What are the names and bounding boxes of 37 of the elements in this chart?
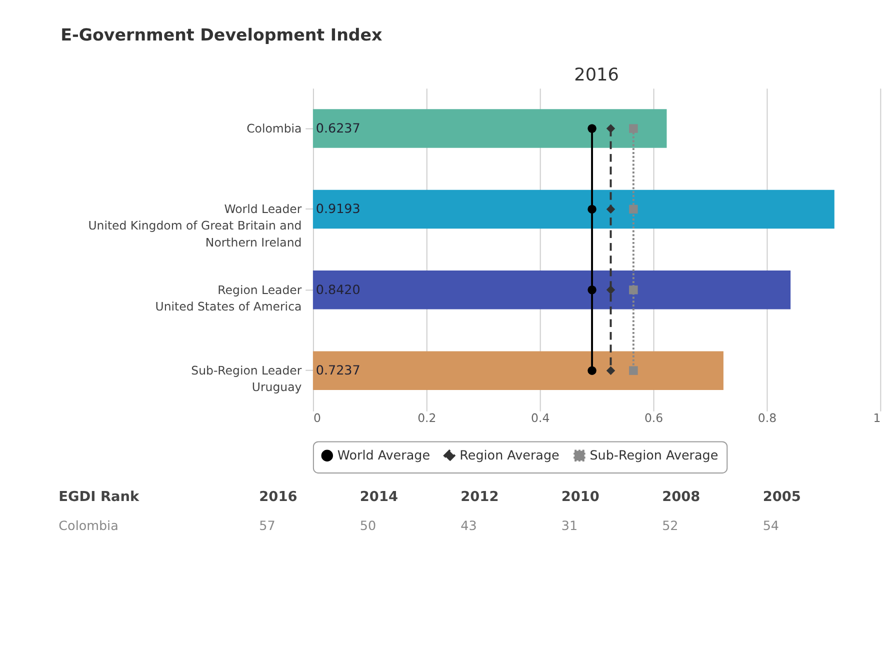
x-tick-label: 0.6 xyxy=(644,411,664,426)
x-tick-label: 0 xyxy=(313,411,321,426)
text: EGDI Rank xyxy=(58,488,140,505)
chart-subtitle: 2016 xyxy=(574,65,619,86)
bar xyxy=(312,109,667,148)
y-tick-label: Region Leader United States of America xyxy=(155,282,302,314)
text: 43 xyxy=(460,518,477,534)
bar xyxy=(312,190,834,229)
x-tick-label: 0.2 xyxy=(418,411,436,426)
y-tick-label: World Leader United Kingdom of Great Britain and Northern Ireland xyxy=(88,202,302,250)
text: 2014 xyxy=(360,488,398,505)
text: 57 xyxy=(259,518,276,534)
text: 2012 xyxy=(460,488,499,505)
text: Colombia xyxy=(58,518,118,534)
data-label: 0.9193 xyxy=(316,201,360,216)
bar xyxy=(312,270,791,310)
text: 54 xyxy=(762,518,779,534)
legend-label: Region Average xyxy=(460,448,560,463)
data-label: 0.7237 xyxy=(316,362,360,378)
data-label: 0.8420 xyxy=(316,282,360,297)
text: 50 xyxy=(360,518,376,534)
chart-title: E-Government Development Index xyxy=(60,25,383,44)
y-tick-label: Colombia xyxy=(246,121,302,136)
bar xyxy=(312,351,724,390)
y-tick-label: Sub-Region Leader Uruguay xyxy=(191,363,302,394)
x-tick-label: 0.8 xyxy=(758,411,777,426)
legend-label: World Average xyxy=(337,448,430,463)
x-tick-label: 0.4 xyxy=(531,411,550,426)
text: 52 xyxy=(662,518,678,534)
text: 31 xyxy=(561,518,578,534)
text: 2005 xyxy=(762,488,801,505)
text: 2016 xyxy=(259,488,298,505)
text: 2008 xyxy=(662,488,700,505)
x-tick-label: 1 xyxy=(873,411,881,426)
text: 2010 xyxy=(561,488,600,505)
data-label: 0.6237 xyxy=(316,120,360,136)
legend-label: Sub-Region Average xyxy=(590,448,718,463)
